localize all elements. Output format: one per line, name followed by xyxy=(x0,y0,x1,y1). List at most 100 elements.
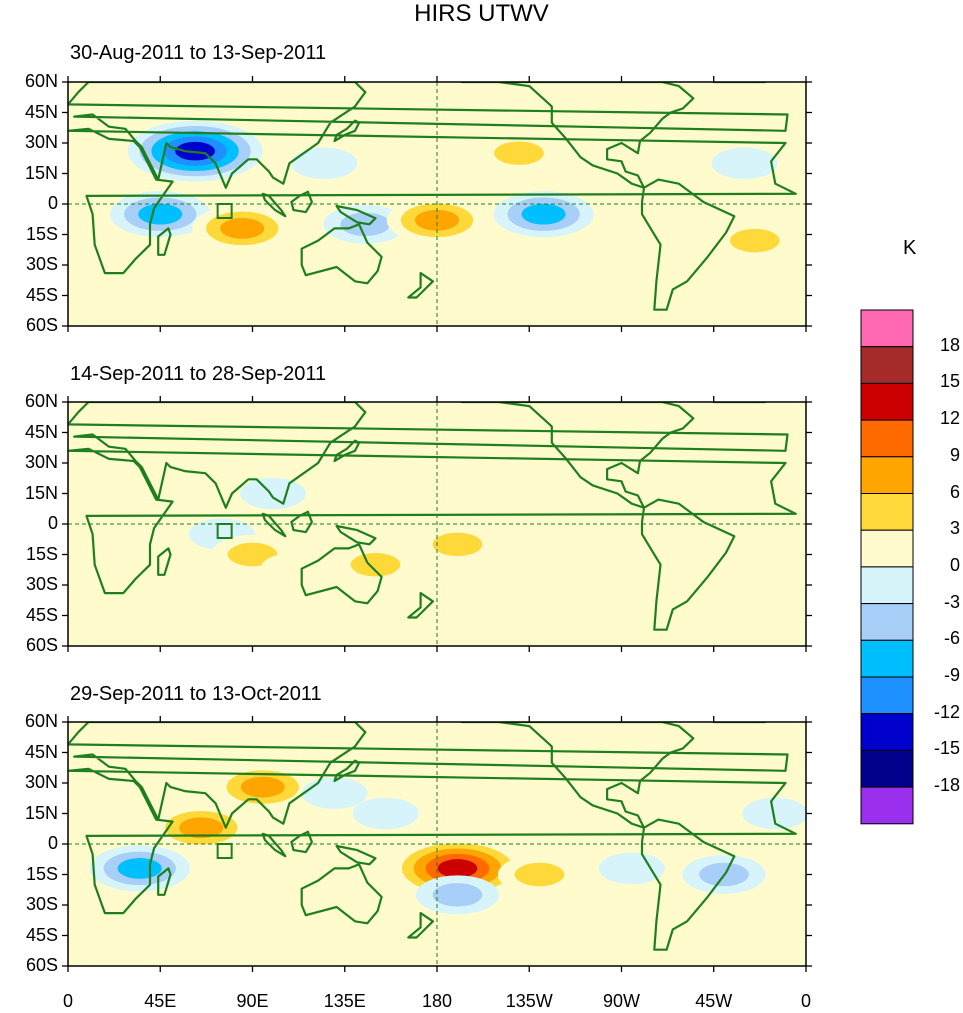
anomaly-contour xyxy=(414,209,460,231)
anomaly-contour xyxy=(352,797,419,830)
colorbar-tick-label: -15 xyxy=(933,738,960,759)
y-tick-label: 15N xyxy=(24,482,58,503)
colorbar-tick-label: 0 xyxy=(949,554,960,575)
anomaly-contour xyxy=(752,467,806,500)
x-tick-label: 45E xyxy=(144,991,177,1011)
anomaly-contour xyxy=(138,203,183,225)
coastline-borneo xyxy=(290,510,313,534)
coastline-sumatra xyxy=(261,512,287,538)
panel-3-subtitle: 29-Sep-2011 to 13-Oct-2011 xyxy=(70,683,322,705)
y-tick-label: 15S xyxy=(25,863,58,884)
y-tick-label: 15N xyxy=(24,162,58,183)
y-tick-label: 60S xyxy=(25,635,58,655)
anomaly-contour xyxy=(521,203,566,225)
coastline-samerica xyxy=(640,498,736,631)
colorbar-swatch xyxy=(860,603,914,641)
colorbar-swatch xyxy=(860,419,914,458)
colorbar xyxy=(860,309,914,825)
anomaly-contour xyxy=(301,777,368,809)
anomaly-contour xyxy=(220,218,265,239)
anomaly-contour xyxy=(260,552,327,585)
y-tick-label: 30N xyxy=(24,772,58,792)
coastline-newzealand xyxy=(407,272,434,299)
colorbar-swatch xyxy=(860,309,914,348)
x-tick-label: 45W xyxy=(695,991,733,1011)
colorbar-swatch xyxy=(860,639,914,678)
anomaly-contour xyxy=(239,245,307,277)
y-tick-label: 30S xyxy=(25,574,58,594)
coastline-newguinea xyxy=(335,844,377,866)
colorbar-swatch xyxy=(860,676,914,715)
colorbar-swatch xyxy=(860,713,914,751)
colorbar-swatch xyxy=(860,566,914,605)
colorbar-swatch xyxy=(860,346,914,384)
y-tick-label: 0 xyxy=(47,193,58,213)
y-tick-label: 45S xyxy=(25,284,58,305)
y-tick-label: 0 xyxy=(47,833,58,853)
anomaly-contour xyxy=(557,117,624,149)
coastline-australia xyxy=(300,863,383,925)
anomaly-contour xyxy=(117,858,162,879)
coastline-newzealand xyxy=(407,911,434,939)
coastline-sumatra xyxy=(261,192,287,218)
region-box xyxy=(216,203,233,219)
anomaly-contour xyxy=(179,817,224,839)
x-tick-label: 90E xyxy=(236,991,269,1011)
anomaly-contour xyxy=(494,141,544,165)
y-tick-label: 15S xyxy=(25,543,58,564)
panel-3 xyxy=(62,716,812,972)
y-tick-label: 45N xyxy=(24,741,58,762)
colorbar-tick-label: 6 xyxy=(949,481,960,502)
y-tick-label: 60S xyxy=(25,955,58,975)
coastline-namerica xyxy=(460,722,695,829)
y-tick-label: 45N xyxy=(24,421,58,442)
colorbar-tick-label: 18 xyxy=(939,334,960,355)
region-box xyxy=(216,843,233,859)
y-tick-label: 45N xyxy=(24,101,58,122)
x-tick-label: 135E xyxy=(323,991,366,1011)
coastline-borneo xyxy=(290,190,313,214)
region-box xyxy=(216,523,233,539)
y-tick-label: 60N xyxy=(24,711,58,731)
coastline-japan xyxy=(333,759,361,783)
y-tick-label: 0 xyxy=(47,513,58,533)
y-tick-label: 30N xyxy=(24,452,58,472)
coastline-australia xyxy=(300,223,383,285)
panel-2-subtitle: 14-Sep-2011 to 28-Sep-2011 xyxy=(70,363,327,385)
y-tick-label: 60S xyxy=(25,315,58,335)
panel-2 xyxy=(62,396,812,652)
colorbar-swatch xyxy=(860,749,914,788)
coastline-australia xyxy=(300,543,383,605)
coastline-newguinea xyxy=(335,524,377,546)
coastline-japan xyxy=(333,119,361,143)
coastline-africa xyxy=(68,127,797,275)
y-tick-label: 30N xyxy=(24,132,58,152)
colorbar-tick-label: -3 xyxy=(943,591,960,612)
colorbar-tick-label: -12 xyxy=(933,701,960,722)
anomaly-contour xyxy=(198,447,266,479)
coastline-africa xyxy=(68,767,797,915)
anomaly-contour xyxy=(432,883,483,907)
colorbar-tick-label: 15 xyxy=(939,371,960,392)
colorbar-tick-label: 9 xyxy=(949,444,960,465)
anomaly-contour xyxy=(227,542,278,567)
coastline-japan xyxy=(333,439,361,463)
anomaly-contour xyxy=(239,477,307,510)
coastline-sumatra xyxy=(261,832,287,858)
coastline-samerica xyxy=(640,818,736,951)
anomaly-contour xyxy=(432,532,483,557)
y-tick-label: 30S xyxy=(25,894,58,914)
coastline-madagascar xyxy=(157,867,172,896)
y-tick-label: 45S xyxy=(25,924,58,945)
coastline-borneo xyxy=(290,830,313,854)
colorbar-unit-label: K xyxy=(903,237,917,259)
anomaly-contour xyxy=(506,538,573,571)
colorbar-tick-label: -18 xyxy=(933,775,960,796)
anomaly-contour xyxy=(690,559,758,591)
colorbar-tick-label: -6 xyxy=(943,628,960,649)
panel-1-subtitle: 30-Aug-2011 to 13-Sep-2011 xyxy=(70,42,327,64)
anomaly-contour xyxy=(437,859,478,878)
x-tick-label: 90W xyxy=(602,991,640,1011)
colorbar-swatch xyxy=(860,786,914,825)
